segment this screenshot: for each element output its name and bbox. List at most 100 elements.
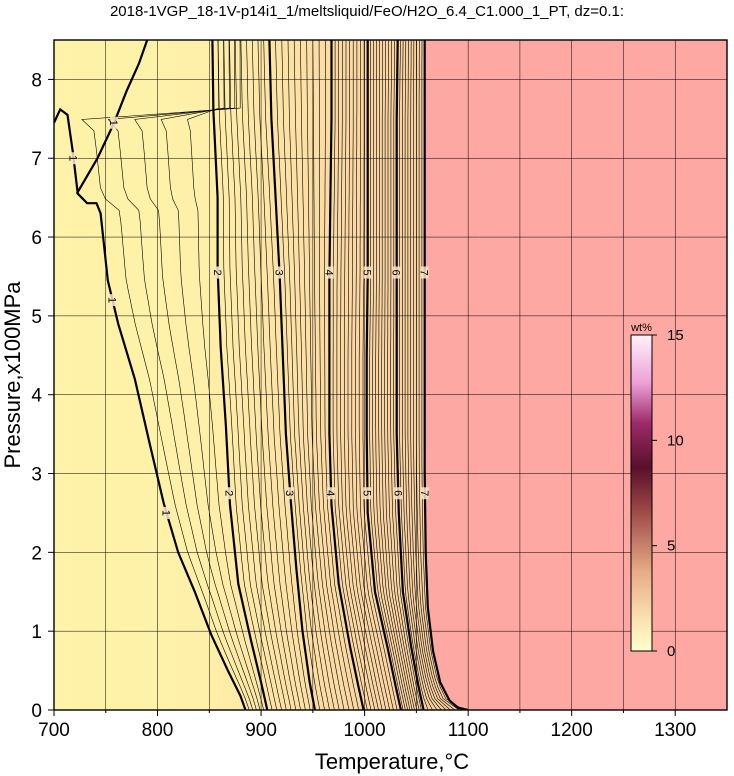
minor-contour — [300, 40, 340, 710]
minor-contour — [312, 40, 350, 710]
minor-contour — [263, 40, 311, 710]
minor-contour — [81, 40, 250, 710]
contour-label: 2 — [222, 490, 234, 496]
minor-contour — [332, 40, 368, 710]
y-tick-label: 1 — [31, 622, 42, 643]
contour-label-bg — [392, 266, 401, 279]
x-axis-title: Temperature,°C — [315, 749, 469, 774]
contour-label-bg — [108, 294, 117, 307]
contour-labels: 2 2 3 3 4 4 5 5 6 6 7 7 1 1 1 1 — [67, 116, 430, 519]
minor-contour — [344, 40, 379, 710]
contour-label-bg — [162, 506, 171, 519]
contour-label: 5 — [360, 490, 372, 496]
contour-label: 7 — [418, 269, 430, 275]
y-tick-label: 2 — [31, 543, 42, 564]
contour-7 — [423, 40, 469, 710]
minor-contour — [306, 40, 345, 710]
minor-contour — [393, 40, 422, 710]
contour-label-bg — [394, 487, 403, 500]
minor-contour — [160, 40, 261, 710]
minor-contour — [287, 40, 330, 710]
colorbar-title: wt% — [630, 322, 652, 334]
colorbar-tick-label: 0 — [667, 643, 675, 660]
contour-6 — [395, 40, 425, 710]
minor-contour — [407, 40, 442, 710]
y-axis-title: Pressure,x100MPa — [0, 281, 25, 469]
y-tick-label: 5 — [31, 307, 42, 328]
minor-contour — [318, 40, 355, 710]
colorbar-tick-label: 15 — [667, 327, 684, 344]
minor-contour — [399, 40, 429, 710]
plot-frame — [53, 39, 728, 711]
y-tick-label: 4 — [31, 386, 42, 407]
contour-label-bg — [325, 266, 334, 279]
contour-label: 1 — [106, 297, 118, 303]
minor-contour — [217, 40, 273, 710]
minor-contour — [340, 40, 376, 710]
contour-5 — [365, 40, 402, 710]
x-tick-label: 1300 — [654, 720, 696, 741]
liquid-field — [424, 40, 727, 710]
minor-contour — [362, 40, 398, 710]
contour-label: 3 — [283, 490, 295, 496]
minor-contour — [234, 40, 287, 710]
y-tick-label: 3 — [31, 465, 42, 486]
minor-contour — [381, 40, 413, 710]
colorbar: 0 5 10 15 wt% — [630, 322, 684, 660]
contour-label: 6 — [391, 490, 403, 496]
contour-label-bg — [420, 266, 429, 279]
minor-contour — [275, 40, 321, 710]
x-tick-label: 800 — [142, 720, 174, 741]
minor-contour — [324, 40, 359, 710]
contour-label-bg — [213, 266, 222, 279]
minor-contour — [390, 40, 420, 710]
minor-contour — [421, 40, 464, 710]
plot-fields — [54, 40, 727, 710]
minor-contour — [375, 40, 408, 710]
minor-contour — [410, 40, 447, 710]
minor-contour — [134, 40, 257, 710]
minor-contour — [257, 40, 306, 710]
minor-contour — [246, 40, 297, 710]
minor-contour — [358, 40, 394, 710]
contour-label: 1 — [107, 120, 119, 126]
y-tick-label: 8 — [31, 70, 42, 91]
minor-contour — [378, 40, 411, 710]
contour-3 — [268, 40, 316, 710]
contour-label: 5 — [361, 269, 373, 275]
contour-label-bg — [420, 487, 429, 500]
colorbar-bar — [630, 334, 653, 652]
minor-contour — [372, 40, 406, 710]
contour-label: 4 — [324, 490, 336, 496]
contour-1 — [54, 107, 247, 710]
minor-contour — [387, 40, 418, 710]
minor-contour — [240, 40, 292, 710]
contour-label-bg — [363, 266, 372, 279]
contour-label-bg — [327, 487, 336, 500]
contour-label-bg — [363, 487, 372, 500]
contour-1 — [75, 40, 149, 195]
contour-label: 4 — [322, 269, 334, 275]
x-tick-label: 700 — [38, 720, 70, 741]
minor-contour — [404, 40, 438, 710]
y-tick-label: 6 — [31, 228, 42, 249]
minor-contour — [384, 40, 415, 710]
contour-4 — [328, 40, 365, 710]
contour-label-bg — [275, 266, 284, 279]
contour-label: 3 — [273, 269, 285, 275]
minor-contour — [107, 40, 254, 710]
contour-label: 6 — [390, 269, 402, 275]
labeled-contours — [54, 40, 469, 710]
contour-label-bg — [69, 152, 78, 165]
minor-contour — [187, 40, 264, 710]
colorbar-tick-label: 5 — [667, 538, 675, 555]
minor-contour — [293, 40, 335, 710]
y-tick-label: 0 — [31, 701, 42, 722]
minor-contour — [413, 40, 451, 710]
minor-contour — [402, 40, 433, 710]
contour-label-bg — [225, 487, 234, 500]
contour-label: 2 — [211, 269, 223, 275]
